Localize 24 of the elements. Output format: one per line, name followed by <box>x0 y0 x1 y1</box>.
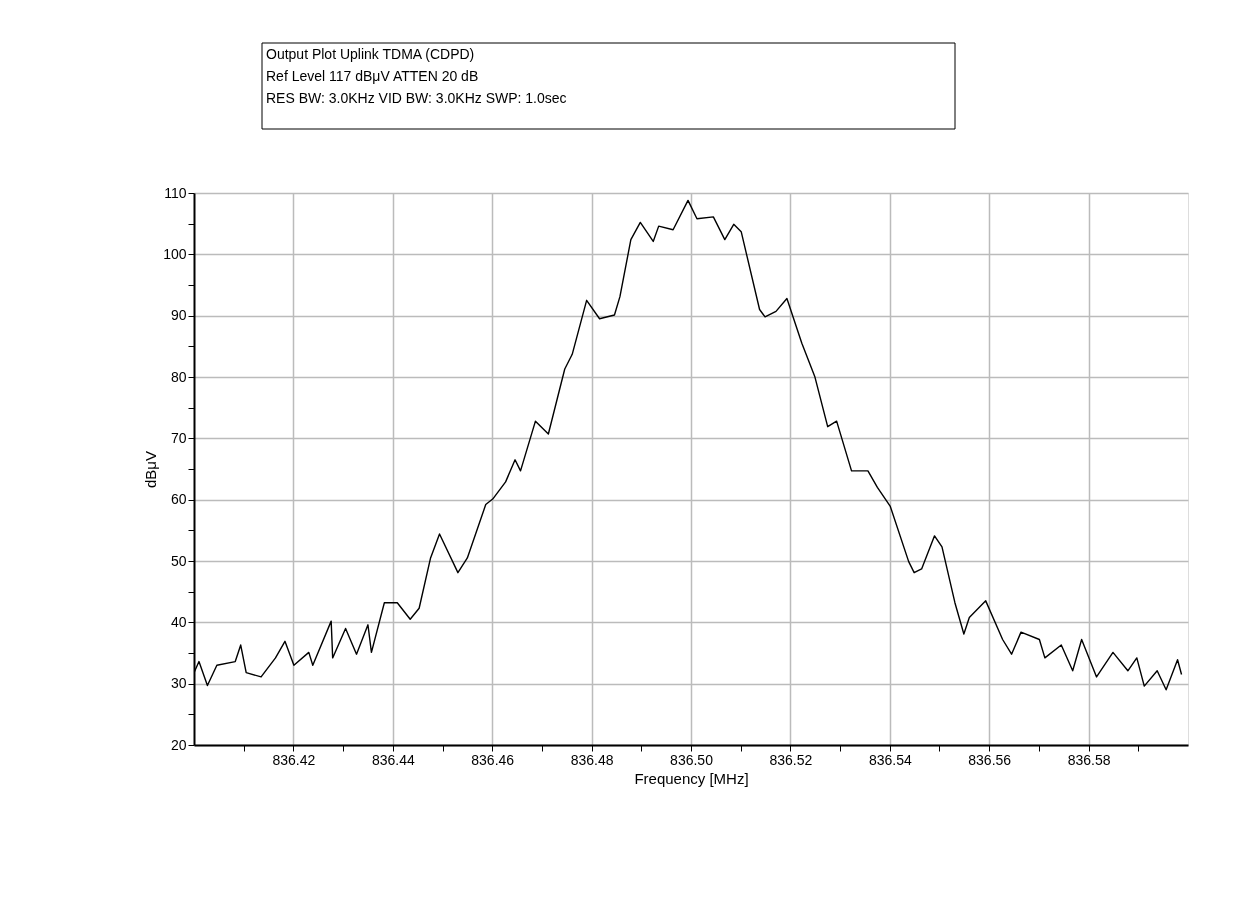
x-tick-label: 836.58 <box>1067 751 1111 768</box>
y-tick-label: 90 <box>170 307 187 324</box>
y-axis-title: dBμV <box>142 451 160 488</box>
y-tick-label: 80 <box>170 368 187 385</box>
x-tick-label: 836.42 <box>272 751 316 768</box>
y-tick-label: 50 <box>170 552 187 569</box>
y-tick-label: 40 <box>170 613 187 630</box>
chart-title: Output Plot Uplink TDMA (CDPD) <box>266 46 475 62</box>
x-tick-label: 836.54 <box>868 751 912 768</box>
chart-subtitle: Ref Level 117 dBμV ATTEN 20 dB <box>266 68 479 84</box>
y-tick-label: 70 <box>170 429 187 446</box>
y-tick-label: 20 <box>170 736 187 753</box>
y-tick-label: 100 <box>163 245 187 262</box>
x-axis-title: Frequency [MHz] <box>634 769 749 787</box>
x-tick-label: 836.50 <box>670 751 714 768</box>
x-tick-label: 836.56 <box>968 751 1012 768</box>
x-tick-label: 836.44 <box>371 751 415 768</box>
y-tick-label: 110 <box>164 184 187 201</box>
x-tick-label: 836.48 <box>570 751 614 768</box>
text: RES BW: 3.0KHz VID BW: 3.0KHz SWP: 1.0sec <box>266 90 567 106</box>
x-tick-label: 836.46 <box>471 751 515 768</box>
y-tick-label: 30 <box>170 675 187 692</box>
x-tick-label: 836.52 <box>769 751 813 768</box>
y-tick-label: 60 <box>170 491 187 508</box>
